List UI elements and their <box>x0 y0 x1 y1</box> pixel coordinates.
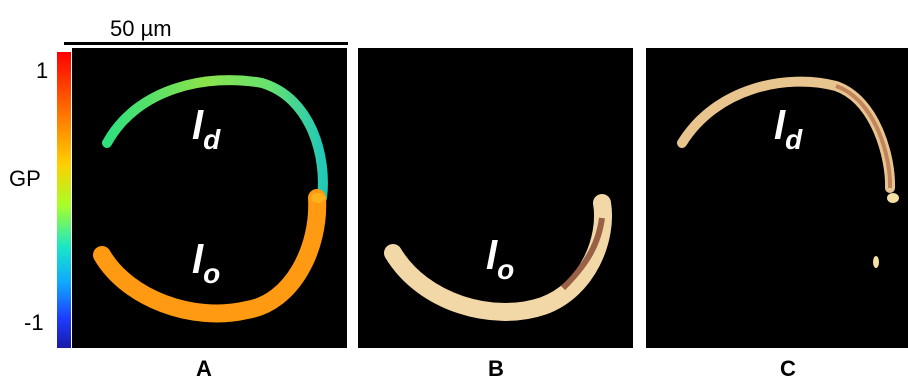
lo-phase-label: lo <box>192 238 221 289</box>
fragment <box>873 256 879 268</box>
scalebar-line <box>64 42 348 45</box>
ld-phase-label: ld <box>774 104 803 155</box>
colorbar <box>57 52 71 348</box>
panel-b-ring <box>384 194 612 321</box>
colorbar-min-label: -1 <box>24 310 44 335</box>
ld-phase-label: ld <box>192 104 221 155</box>
panel-c-ring <box>677 76 899 268</box>
lo-phase-label: lo <box>486 234 515 285</box>
panel-c-label: C <box>780 356 796 381</box>
panel-a-rings <box>93 75 328 323</box>
panel-c-image: ld <box>646 48 908 348</box>
panel-a-image: ld lo <box>72 48 347 348</box>
lo-domain-arc <box>93 189 327 323</box>
panel-b-image: lo <box>358 48 633 348</box>
panel-a-label: A <box>196 356 212 381</box>
ld-domain-arc <box>102 75 328 203</box>
shadow-region <box>560 217 605 291</box>
junction-point <box>311 193 325 203</box>
colorbar-max-label: 1 <box>36 58 49 83</box>
junction-point <box>887 193 899 203</box>
lo-domain-arc <box>384 194 612 321</box>
panel-b-label: B <box>488 356 504 381</box>
scalebar-label: 50 µm <box>110 16 172 41</box>
colorbar-title: GP <box>9 166 41 191</box>
